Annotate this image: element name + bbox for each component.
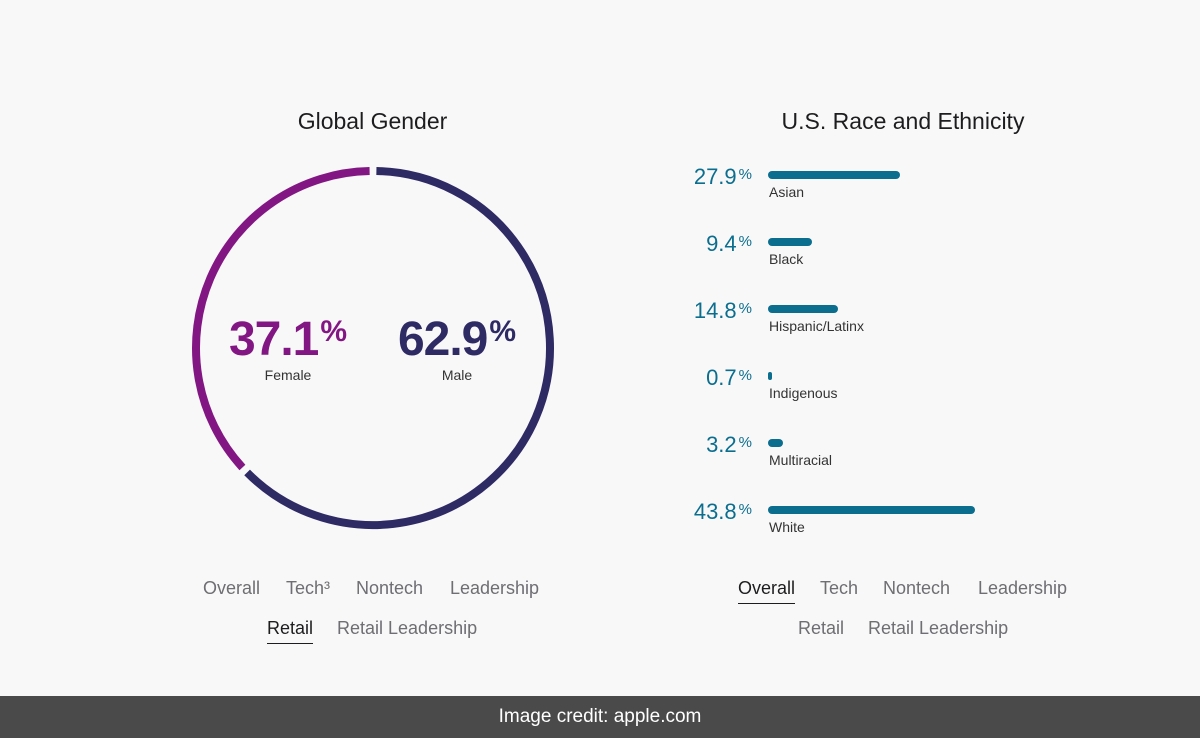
- gender-tab-overall[interactable]: Overall: [203, 578, 261, 598]
- gender-tab-retail-leadership[interactable]: Retail Leadership: [337, 618, 478, 638]
- race-tab-overall[interactable]: Overall: [738, 578, 796, 604]
- gender-chart-title: Global Gender: [297, 108, 448, 134]
- race-tab-retail[interactable]: Retail: [798, 618, 845, 638]
- race-row: 9.4% Black: [600, 233, 1200, 273]
- race-value: 43.8%: [693, 499, 752, 524]
- male-value-block: 62.9% Male: [386, 313, 528, 384]
- male-label: Male: [441, 367, 473, 383]
- race-label: White: [769, 519, 805, 535]
- race-value: 0.7%: [706, 365, 752, 390]
- race-row: 43.8% White: [600, 501, 1200, 541]
- race-tab-retail-leadership[interactable]: Retail Leadership: [868, 618, 1009, 638]
- race-value: 9.4%: [706, 231, 752, 256]
- race-value: 14.8%: [693, 298, 752, 323]
- race-value: 27.9%: [693, 164, 752, 189]
- race-bar: [768, 372, 772, 380]
- race-bar: [768, 506, 975, 514]
- race-label: Hispanic/Latinx: [769, 318, 864, 334]
- race-label: Indigenous: [769, 385, 838, 401]
- race-row: 3.2% Multiracial: [600, 434, 1200, 474]
- race-row: 0.7% Indigenous: [600, 367, 1200, 407]
- gender-donut-chart: [192, 167, 554, 529]
- female-label: Female: [264, 367, 312, 383]
- female-percent: 37.1%: [228, 313, 348, 366]
- race-bar: [768, 305, 838, 313]
- race-ethnicity-panel: U.S. Race and Ethnicity 27.9% Asian 9.4%…: [600, 0, 1200, 696]
- race-tab-nontech[interactable]: Nontech: [883, 578, 951, 598]
- global-gender-panel: Global Gender 37.1% Female 62.9% Male Ov…: [0, 108, 745, 648]
- gender-tabs: Overall Tech³ Nontech Leadership Retail …: [0, 578, 745, 648]
- gender-tab-tech[interactable]: Tech³: [286, 578, 331, 598]
- race-label: Multiracial: [769, 452, 833, 468]
- race-bar: [768, 171, 900, 179]
- race-row: 14.8% Hispanic/Latinx: [600, 300, 1200, 340]
- race-value: 3.2%: [706, 432, 752, 457]
- image-credit-footer: Image credit: apple.com: [0, 696, 1200, 738]
- race-row: 27.9% Asian: [600, 166, 1200, 206]
- donut-segment-male: [244, 167, 554, 529]
- race-label: Black: [769, 251, 804, 267]
- gender-tab-retail[interactable]: Retail: [267, 618, 314, 644]
- race-tab-tech[interactable]: Tech: [820, 578, 859, 598]
- race-bar: [768, 238, 813, 246]
- gender-tab-nontech[interactable]: Nontech: [356, 578, 424, 598]
- race-label: Asian: [769, 184, 805, 200]
- female-value-block: 37.1% Female: [228, 313, 348, 384]
- race-tab-leadership[interactable]: Leadership: [978, 578, 1068, 598]
- gender-tab-leadership[interactable]: Leadership: [450, 578, 540, 598]
- race-chart-title: U.S. Race and Ethnicity: [781, 108, 1025, 134]
- race-bar: [768, 439, 784, 447]
- donut-segment-female: [192, 167, 370, 471]
- male-percent: 62.9%: [397, 313, 517, 366]
- race-tabs: Overall Tech Nontech Leadership Retail R…: [600, 578, 1200, 648]
